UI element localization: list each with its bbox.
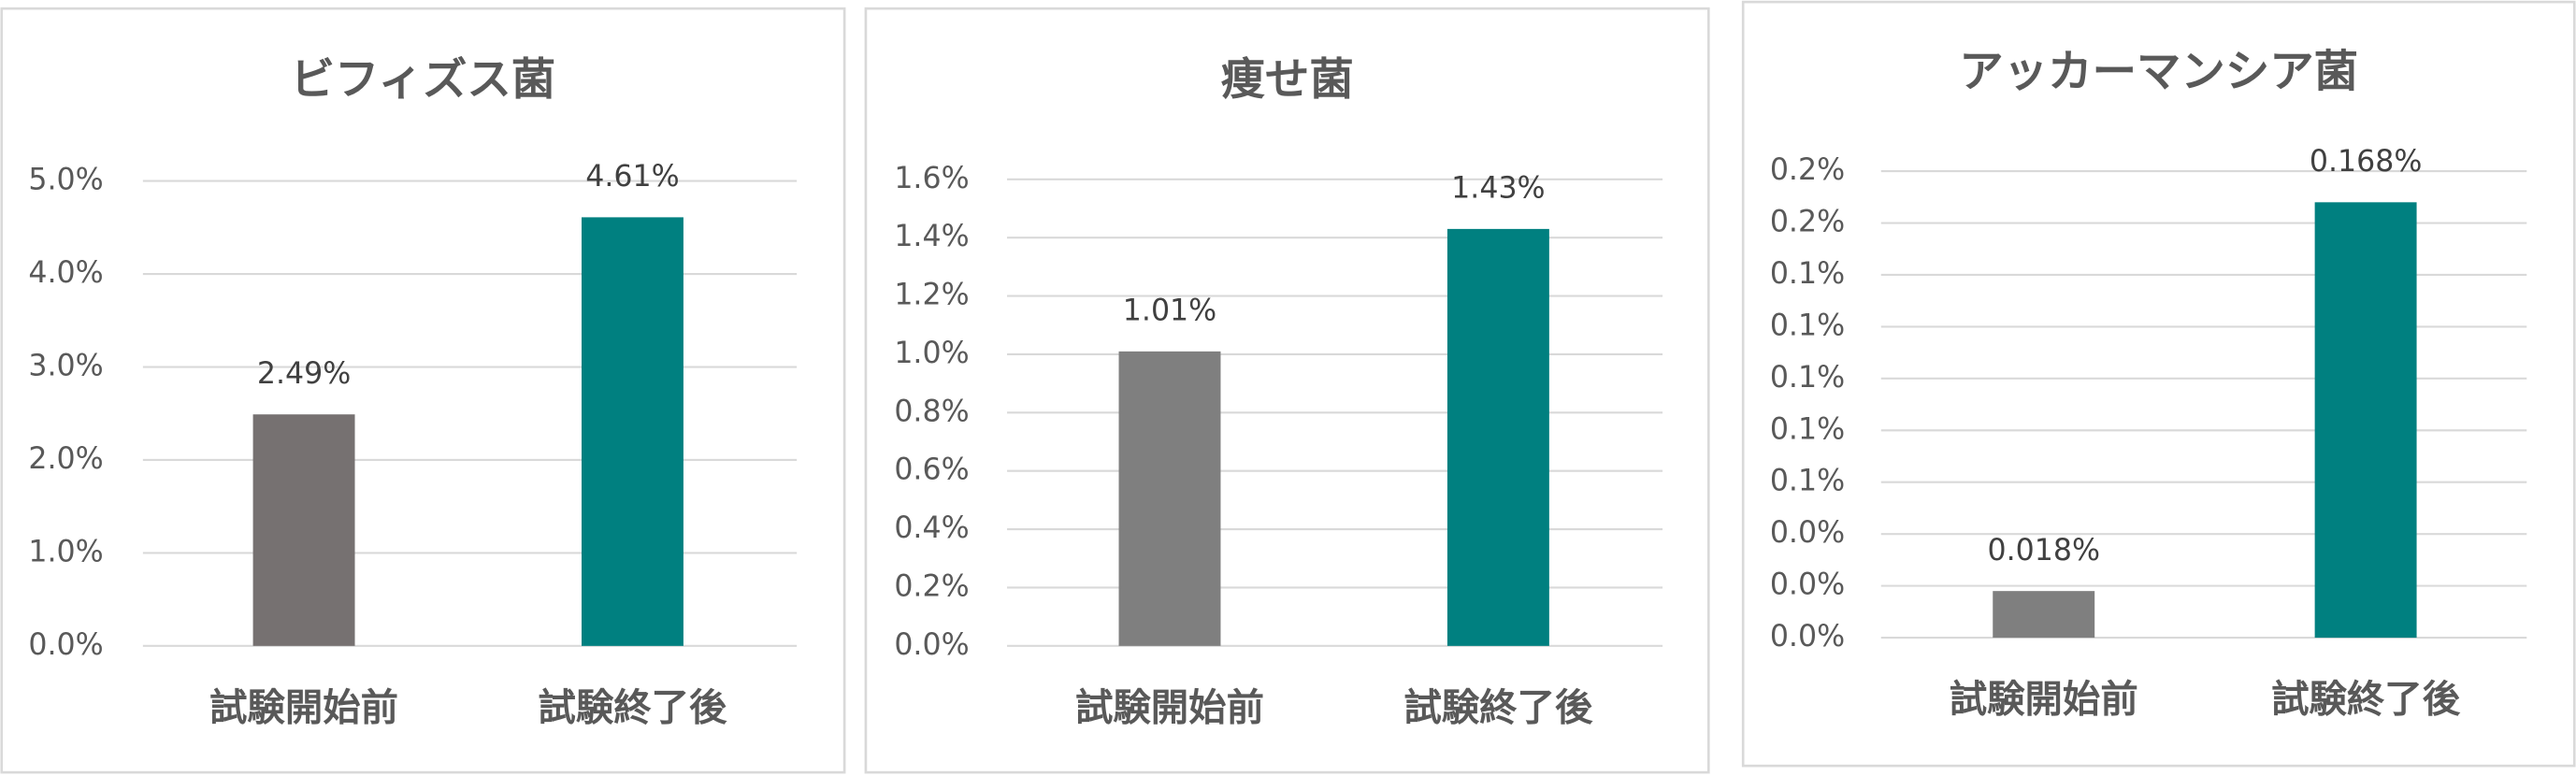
bar — [2314, 202, 2417, 639]
y-tick-label: 0.0% — [1770, 516, 1845, 550]
y-tick-label: 3.0% — [28, 350, 103, 383]
y-tick-label: 1.2% — [894, 279, 969, 312]
panel — [0, 7, 846, 774]
y-tick-label: 1.0% — [894, 337, 969, 370]
y-tick-label: 0.4% — [894, 511, 969, 545]
chart-title: 痩せ菌 — [1220, 54, 1353, 106]
y-tick-label: 0.1% — [1770, 257, 1845, 291]
chart-title: アッカーマンシア菌 — [1959, 46, 2358, 97]
y-tick-label: 0.2% — [1770, 206, 1845, 239]
bar — [252, 414, 355, 646]
value-label: 4.61% — [585, 160, 679, 194]
y-tick-label: 0.1% — [1770, 309, 1845, 342]
y-tick-label: 1.0% — [28, 535, 103, 568]
x-tick-label: 試験終了後 — [1403, 684, 1593, 729]
y-tick-label: 0.2% — [894, 569, 969, 603]
value-label: 0.168% — [2310, 145, 2423, 179]
y-tick-label: 0.1% — [1770, 465, 1845, 498]
y-tick-label: 1.6% — [894, 162, 969, 195]
y-tick-label: 1.4% — [894, 220, 969, 253]
y-tick-label: 2.0% — [28, 442, 103, 476]
y-tick-label: 0.1% — [1770, 412, 1845, 446]
value-label: 0.018% — [1987, 534, 2100, 568]
value-label: 1.43% — [1451, 172, 1545, 206]
y-tick-label: 0.0% — [894, 628, 969, 662]
y-tick-label: 5.0% — [28, 164, 103, 197]
y-tick-label: 0.1% — [1770, 361, 1845, 395]
value-label: 2.49% — [257, 357, 351, 391]
y-tick-label: 0.8% — [894, 395, 969, 428]
y-tick-label: 0.0% — [1770, 568, 1845, 602]
x-tick-label: 試験開始前 — [1075, 684, 1264, 729]
x-tick-label: 試験開始前 — [1950, 677, 2138, 722]
chart-title: ビフィズス菌 — [291, 54, 556, 106]
bar — [1118, 351, 1221, 646]
panel — [864, 7, 1710, 774]
value-label: 1.01% — [1123, 295, 1216, 328]
panel — [1741, 0, 2576, 768]
y-tick-label: 4.0% — [28, 256, 103, 290]
bar — [1993, 591, 2095, 639]
x-tick-label: 試験開始前 — [209, 684, 398, 729]
y-tick-label: 0.6% — [894, 453, 969, 487]
x-tick-label: 試験終了後 — [538, 684, 727, 729]
bar — [1446, 228, 1549, 646]
x-tick-label: 試験終了後 — [2271, 677, 2461, 722]
y-tick-label: 0.2% — [1770, 153, 1845, 187]
bar — [581, 217, 684, 646]
y-tick-label: 0.0% — [28, 628, 103, 662]
y-tick-label: 0.0% — [1770, 620, 1845, 654]
